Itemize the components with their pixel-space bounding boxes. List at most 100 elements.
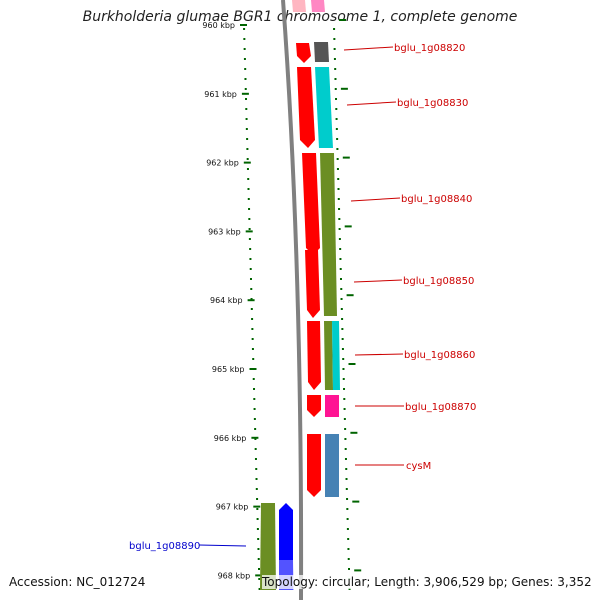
minor-tick-right [346,518,349,520]
gene-label-bglu-1g08830[interactable]: bglu_1g08830 [397,98,468,109]
minor-tick-left [254,448,257,450]
gene-feature-red-6[interactable] [307,395,321,417]
gene-feature-olive-2[interactable] [324,321,333,390]
minor-tick-right [339,278,342,280]
gene-feature-olive-1[interactable] [320,153,337,316]
minor-tick-right [343,398,346,400]
minor-tick-right [335,128,338,130]
gene-feature-olive-3[interactable] [260,503,276,590]
minor-tick-left [245,128,248,130]
minor-tick-right [346,528,349,530]
kbp-text: 964 kbp [210,296,243,305]
minor-tick-left [257,548,260,550]
minor-tick-right [340,288,343,290]
gene-feature-gray[interactable] [314,42,329,62]
minor-tick-left [253,408,256,410]
minor-tick-right [344,448,347,450]
minor-tick-right [341,328,344,330]
minor-tick-right [337,188,340,190]
minor-tick-left [254,428,257,430]
minor-tick-left [248,218,251,220]
minor-tick-left [256,498,259,500]
gene-feature-magenta[interactable] [325,395,339,417]
minor-tick-right [340,298,343,300]
minor-tick-left [253,398,256,400]
minor-tick-right [333,28,336,30]
minor-tick-right [346,498,349,500]
gene-feature-red-5[interactable] [307,321,321,390]
kbp-label-961: 961 kbp [204,90,249,99]
kbp-text: 963 kbp [208,227,241,236]
gene-label-bglu-1g08870[interactable]: bglu_1g08870 [405,402,476,413]
gene-label-bglu-1g08890[interactable]: bglu_1g08890 [129,541,200,552]
gene-feature-red-1[interactable] [296,43,311,63]
minor-tick-right [342,368,345,370]
kbp-label-964: 964 kbp [210,296,255,305]
gene-label-cysm[interactable]: cysM [406,461,431,472]
kbp-label-960: 960 kbp [202,21,247,30]
minor-tick-right [344,458,347,460]
minor-tick-right [337,198,340,200]
minor-tick-right [347,538,350,540]
gene-label-bglu-1g08820[interactable]: bglu_1g08820 [394,43,465,54]
gene-feature-red-7[interactable] [307,434,321,497]
minor-tick-right [347,558,350,560]
gene-feature-steelblue[interactable] [325,434,339,497]
kbp-label-965: 965 kbp [212,365,257,374]
gene-feature-cyan-1[interactable] [315,67,333,148]
minor-tick-left [249,248,252,250]
minor-tick-left [244,68,247,70]
minor-tick-right [348,588,351,590]
minor-tick-left [248,208,251,210]
minor-tick-left [251,328,254,330]
kbp-text: 966 kbp [214,434,247,443]
minor-tick-right [335,108,338,110]
kbp-label-968: 968 kbp [218,571,263,580]
kbp-text: 961 kbp [204,90,237,99]
gene-label-bglu-1g08850[interactable]: bglu_1g08850 [403,276,474,287]
minor-tick-right [345,478,348,480]
minor-tick-right [337,178,340,180]
minor-tick-right [347,568,350,570]
gene-label-bglu-1g08860[interactable]: bglu_1g08860 [404,350,475,361]
map-title: Burkholderia glumae BGR1 chromosome 1, c… [82,9,518,25]
minor-tick-left [247,198,250,200]
minor-tick-left [253,388,256,390]
gene-label-bglu-1g08840[interactable]: bglu_1g08840 [401,194,472,205]
minor-tick-left [248,238,251,240]
gene-labels: bglu_1g08820 bglu_1g08830 bglu_1g08840 b… [129,43,476,552]
minor-tick-left [245,118,248,120]
minor-tick-right [345,468,348,470]
gene-feature-top-partial[interactable] [292,0,306,12]
minor-tick-left [255,478,258,480]
minor-tick-left [253,418,256,420]
minor-tick-left [243,38,246,40]
minor-tick-left [251,338,254,340]
minor-tick-left [251,318,254,320]
minor-tick-right [346,508,349,510]
kbp-label-962: 962 kbp [206,159,251,168]
kbp-text: 960 kbp [202,21,235,30]
minor-tick-right [343,388,346,390]
minor-tick-right [339,258,342,260]
minor-tick-left [257,558,260,560]
gene-feature-cyan-2[interactable] [332,321,340,390]
minor-tick-left [257,538,260,540]
minor-tick-right [338,238,341,240]
gene-leaders [198,46,404,547]
minor-tick-right [338,228,341,230]
gene-feature-red-3[interactable] [302,153,320,255]
minor-tick-left [249,268,252,270]
kbp-label-963: 963 kbp [208,227,253,236]
minor-tick-right [338,218,341,220]
gene-feature-red-2[interactable] [297,67,315,148]
minor-tick-right [333,58,336,60]
minor-tick-left [256,518,259,520]
minor-tick-right [333,48,336,50]
minor-tick-left [250,298,253,300]
gene-feature-top-pink[interactable] [311,0,325,12]
minor-tick-right [343,408,346,410]
minor-tick-left [249,278,252,280]
minor-tick-left [252,378,255,380]
gene-feature-red-4[interactable] [305,250,320,318]
